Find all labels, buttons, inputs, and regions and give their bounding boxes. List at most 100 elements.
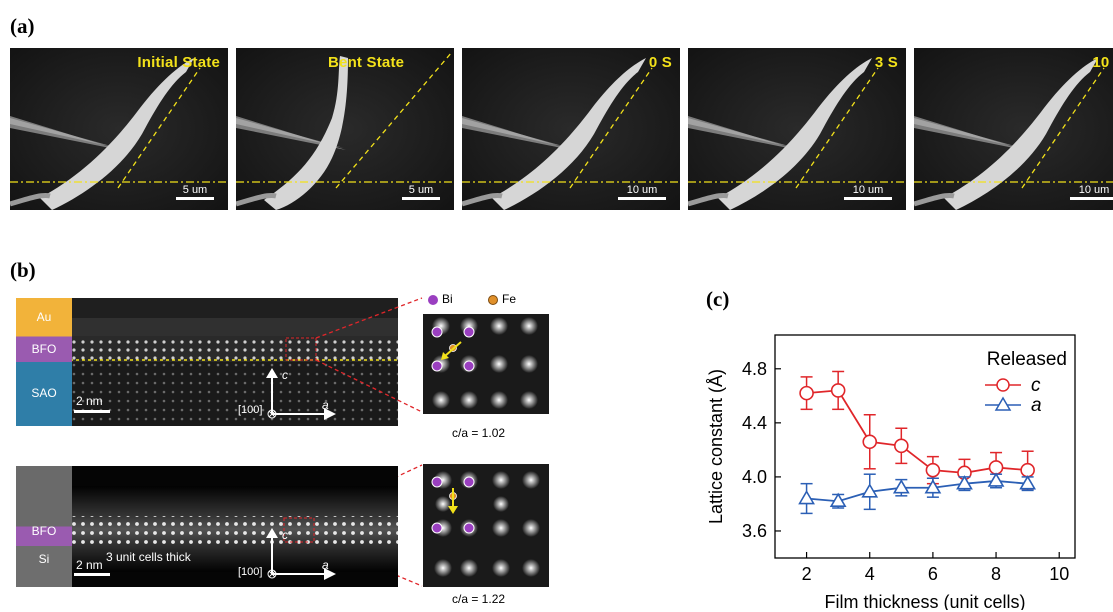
- point-c: [925, 462, 941, 478]
- zoom-image-top: [423, 314, 549, 414]
- point-c: [988, 460, 1004, 475]
- point-a: [924, 479, 942, 494]
- stem-bottom-axis-c: c: [282, 528, 288, 542]
- stem-bottom-thickness: 3 unit cells thick: [106, 550, 191, 564]
- stem-bottom-axes: [266, 528, 336, 580]
- layer-label-si: Si: [38, 552, 50, 566]
- point-a: [892, 479, 910, 494]
- point-c: [894, 438, 909, 454]
- sem-scale-bar: [1070, 197, 1113, 200]
- y-axis-label: Lattice constant (Å): [706, 369, 726, 524]
- sem-frame-image: [914, 48, 1113, 210]
- layer-strip-top: [16, 298, 72, 426]
- x-tick-label: 8: [991, 564, 1001, 584]
- panel-label-a: (a): [10, 14, 35, 38]
- stem-bottom-scale-text: 2 nm: [76, 558, 103, 572]
- stem-top-scale-text: 2 nm: [76, 394, 103, 408]
- x-axis-label: Film thickness (unit cells): [824, 592, 1025, 610]
- point-a: [987, 472, 1005, 487]
- sem-scale-text: 5 um: [182, 184, 208, 196]
- stem-top-direction: [100]: [238, 404, 263, 416]
- legend-label-c: c: [1031, 375, 1041, 396]
- sem-scale: 10 um: [618, 184, 666, 200]
- sem-frame-label: Bent State: [328, 54, 405, 71]
- y-tick-label: 4.0: [742, 467, 767, 487]
- point-a: [798, 489, 815, 505]
- point-a: [1019, 475, 1037, 490]
- sem-frame-5: 10 S 10 um: [914, 48, 1113, 210]
- atom-legend-bi: Bi: [428, 292, 453, 306]
- stem-bottom-axis-a: a: [322, 558, 329, 572]
- atom-legend-fe: Fe: [488, 292, 516, 306]
- sem-frame-image: [688, 48, 906, 210]
- sem-scale: 10 um: [1070, 184, 1113, 200]
- x-tick-label: 6: [928, 564, 938, 584]
- point-c: [862, 434, 878, 450]
- x-tick-label: 2: [802, 564, 812, 584]
- stem-top-axis-a: a: [322, 398, 329, 412]
- ratio-label-top: c/a = 1.02: [452, 426, 506, 440]
- layer-label-au: Au: [36, 310, 52, 324]
- point-c: [830, 383, 846, 398]
- sem-scale-bar: [844, 197, 892, 200]
- layer-label-bfo-top: BFO: [31, 342, 57, 356]
- point-a: [829, 492, 847, 508]
- stem-image-bottom: BFO Si 3 unit cells thick 2 nm c a [100]: [16, 466, 398, 587]
- atom-legend-bi-label: Bi: [442, 292, 453, 306]
- stem-top-axes: [266, 368, 336, 420]
- stem-bottom-scale-bar: [74, 573, 110, 576]
- fe-dot-icon: [488, 294, 498, 305]
- point-a: [956, 475, 973, 490]
- panel-label-c: (c): [706, 287, 730, 311]
- x-tick-label: 4: [865, 564, 875, 584]
- zoom-bottom-lattice: [431, 471, 540, 577]
- legend-marker-c: [996, 378, 1010, 392]
- sem-frame-label: 0 S: [648, 54, 672, 71]
- sem-frame-4: 3 S 10 um: [688, 48, 906, 210]
- sem-scale-bar: [402, 197, 440, 200]
- sem-frame-image: [10, 48, 228, 210]
- sem-frame-3: 0 S 10 um: [462, 48, 680, 210]
- stem-top-axis-c: c: [282, 368, 288, 382]
- lattice-constant-chart: 2 4 6 8 10 3.6 4.0 4.4 4.8 Film thickness (unit c…: [706, 334, 1076, 610]
- sem-scale-text: 10 um: [626, 184, 658, 196]
- sem-frame-image: [462, 48, 680, 210]
- y-tick-label: 4.4: [742, 413, 767, 433]
- point-c: [799, 385, 814, 401]
- atom-legend-fe-label: Fe: [502, 292, 517, 306]
- sem-scale: 10 um: [844, 184, 892, 200]
- ratio-label-bottom: c/a = 1.22: [452, 592, 506, 606]
- sem-frame-1: Initial State 5 um: [10, 48, 228, 210]
- sem-scale-bar: [176, 197, 214, 200]
- sem-frame-label: 3 S: [874, 54, 898, 71]
- point-a: [861, 483, 879, 498]
- stem-bottom-direction: [100]: [238, 566, 263, 578]
- legend-label-a: a: [1031, 395, 1042, 416]
- layer-strip-bottom: [16, 466, 72, 587]
- legend-marker-a: [994, 396, 1012, 411]
- y-tick-label: 3.6: [742, 521, 767, 541]
- legend-title: Released: [987, 349, 1067, 370]
- sem-scale-bar: [618, 197, 666, 200]
- zoom-image-bottom: [423, 464, 549, 587]
- layer-label-sao: SAO: [31, 386, 57, 400]
- plot-frame: [774, 334, 1076, 559]
- stem-image-top: Au BFO SAO 2 nm c a [100]: [16, 298, 398, 426]
- sem-scale: 5 um: [402, 184, 440, 200]
- sem-frame-label: Initial State: [137, 54, 220, 71]
- stem-top-scale-bar: [74, 410, 110, 413]
- sem-scale-text: 10 um: [1078, 184, 1110, 196]
- point-c: [1020, 462, 1035, 478]
- layer-label-bfo-bottom: BFO: [31, 524, 57, 538]
- bi-dot-icon: [428, 294, 438, 305]
- zoom-top-lattice: [431, 317, 538, 409]
- sem-frame-label: 10 S: [1092, 54, 1113, 71]
- sem-frame-image: [236, 48, 454, 210]
- stem-bottom-background: [72, 466, 398, 587]
- sem-scale-text: 10 um: [852, 184, 884, 196]
- sem-scale-text: 5 um: [408, 184, 434, 196]
- panel-label-b: (b): [10, 258, 36, 282]
- y-tick-label: 4.8: [742, 359, 767, 379]
- x-tick-label: 10: [1049, 564, 1069, 584]
- sem-frame-2: Bent State 5 um: [236, 48, 454, 210]
